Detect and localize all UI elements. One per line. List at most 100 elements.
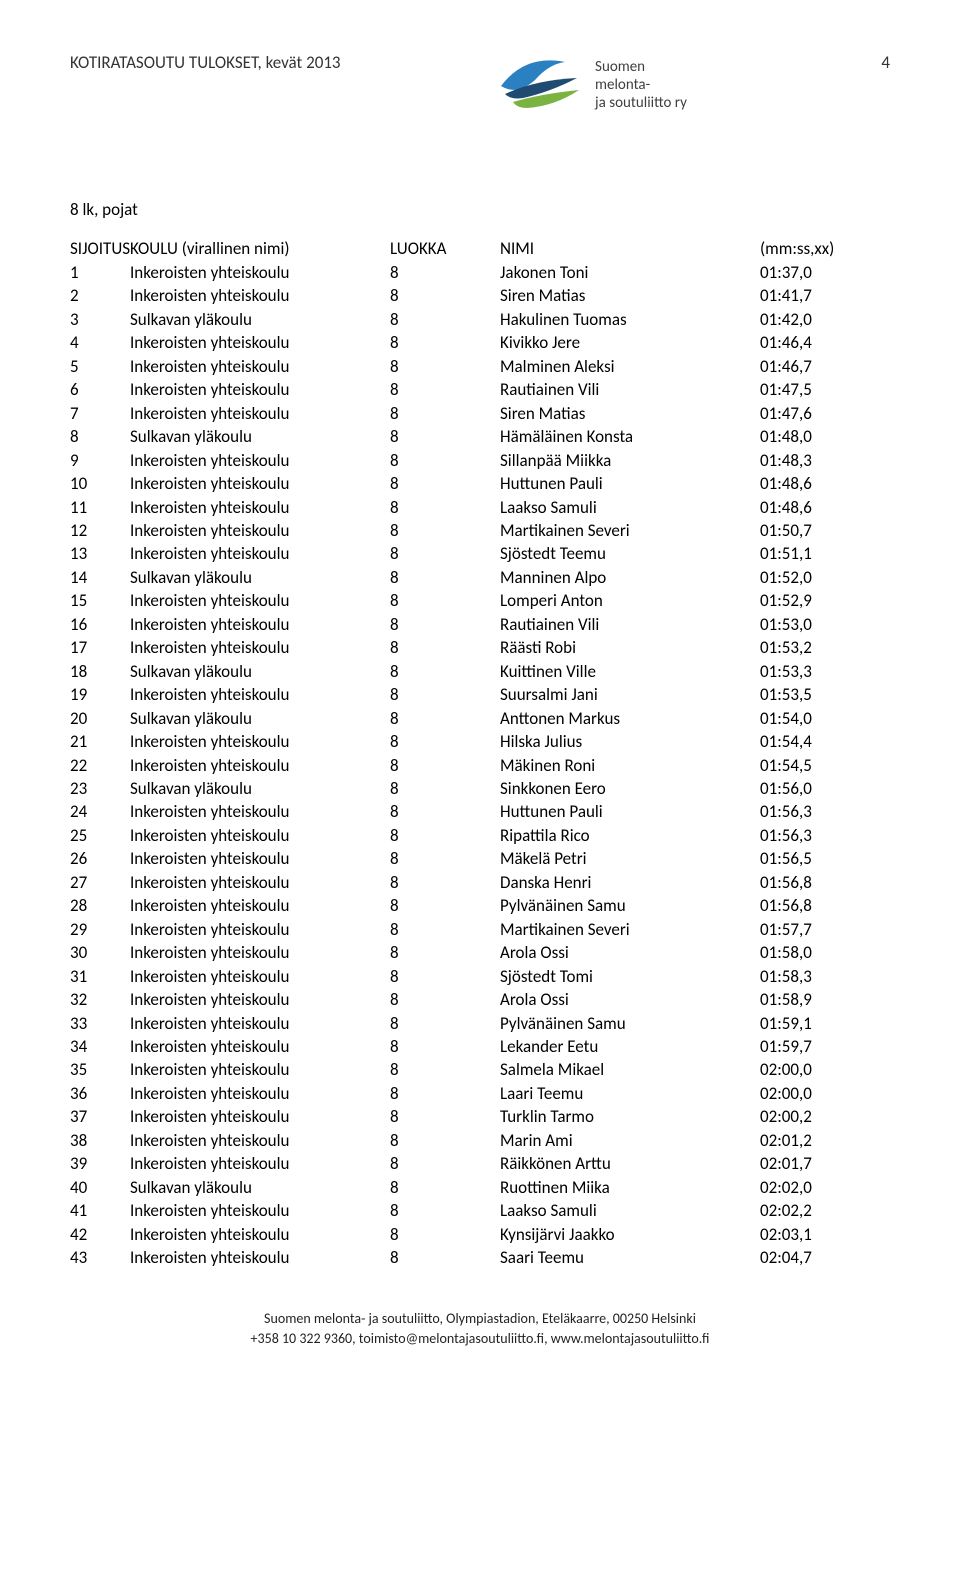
footer-line-1: Suomen melonta- ja soutuliitto, Olympias… <box>70 1309 890 1329</box>
table-row: 31Inkeroisten yhteiskoulu8Sjöstedt Tomi0… <box>70 965 890 988</box>
footer-line-2: +358 10 322 9360, toimisto@melontajasout… <box>70 1329 890 1349</box>
cell-school: Inkeroisten yhteiskoulu <box>130 1058 390 1081</box>
cell-grade: 8 <box>390 965 500 988</box>
table-row: 13Inkeroisten yhteiskoulu8Sjöstedt Teemu… <box>70 542 890 565</box>
cell-time: 01:47,6 <box>760 402 870 425</box>
cell-school: Inkeroisten yhteiskoulu <box>130 284 390 307</box>
table-row: 7Inkeroisten yhteiskoulu8Siren Matias01:… <box>70 402 890 425</box>
table-row: 15Inkeroisten yhteiskoulu8Lomperi Anton0… <box>70 589 890 612</box>
table-row: 28Inkeroisten yhteiskoulu8Pylvänäinen Sa… <box>70 894 890 917</box>
cell-grade: 8 <box>390 1129 500 1152</box>
cell-school: Inkeroisten yhteiskoulu <box>130 261 390 284</box>
cell-school: Inkeroisten yhteiskoulu <box>130 1082 390 1105</box>
col-header-grade: LUOKKA <box>390 238 500 259</box>
cell-name: Turklin Tarmo <box>500 1105 760 1128</box>
table-row: 38Inkeroisten yhteiskoulu8Marin Ami02:01… <box>70 1129 890 1152</box>
table-row: 12Inkeroisten yhteiskoulu8Martikainen Se… <box>70 519 890 542</box>
cell-school: Inkeroisten yhteiskoulu <box>130 1105 390 1128</box>
cell-rank: 4 <box>70 331 130 354</box>
cell-grade: 8 <box>390 800 500 823</box>
cell-rank: 9 <box>70 449 130 472</box>
logo-line-1: Suomen <box>595 58 687 76</box>
cell-rank: 3 <box>70 308 130 331</box>
cell-name: Rautiainen Vili <box>500 613 760 636</box>
cell-time: 02:02,2 <box>760 1199 870 1222</box>
cell-name: Huttunen Pauli <box>500 472 760 495</box>
cell-school: Sulkavan yläkoulu <box>130 1176 390 1199</box>
cell-rank: 1 <box>70 261 130 284</box>
cell-rank: 23 <box>70 777 130 800</box>
cell-rank: 2 <box>70 284 130 307</box>
cell-rank: 40 <box>70 1176 130 1199</box>
cell-rank: 32 <box>70 988 130 1011</box>
cell-time: 01:58,3 <box>760 965 870 988</box>
cell-name: Pylvänäinen Samu <box>500 894 760 917</box>
cell-time: 01:56,0 <box>760 777 870 800</box>
table-row: 26Inkeroisten yhteiskoulu8Mäkelä Petri01… <box>70 847 890 870</box>
table-row: 11Inkeroisten yhteiskoulu8Laakso Samuli0… <box>70 496 890 519</box>
table-row: 25Inkeroisten yhteiskoulu8Ripattila Rico… <box>70 824 890 847</box>
cell-grade: 8 <box>390 1035 500 1058</box>
cell-school: Inkeroisten yhteiskoulu <box>130 496 390 519</box>
cell-name: Laakso Samuli <box>500 496 760 519</box>
cell-grade: 8 <box>390 542 500 565</box>
cell-time: 01:48,6 <box>760 472 870 495</box>
cell-rank: 36 <box>70 1082 130 1105</box>
table-row: 29Inkeroisten yhteiskoulu8Martikainen Se… <box>70 918 890 941</box>
cell-grade: 8 <box>390 402 500 425</box>
cell-time: 01:56,5 <box>760 847 870 870</box>
cell-name: Manninen Alpo <box>500 566 760 589</box>
cell-time: 01:48,0 <box>760 425 870 448</box>
logo-line-2: melonta- <box>595 76 687 94</box>
cell-grade: 8 <box>390 988 500 1011</box>
cell-grade: 8 <box>390 496 500 519</box>
cell-grade: 8 <box>390 871 500 894</box>
cell-rank: 30 <box>70 941 130 964</box>
cell-school: Inkeroisten yhteiskoulu <box>130 824 390 847</box>
cell-rank: 12 <box>70 519 130 542</box>
cell-time: 01:53,5 <box>760 683 870 706</box>
cell-school: Inkeroisten yhteiskoulu <box>130 331 390 354</box>
table-header-row: SIJOITUS KOULU (virallinen nimi) LUOKKA … <box>70 238 890 259</box>
cell-grade: 8 <box>390 941 500 964</box>
cell-time: 02:02,0 <box>760 1176 870 1199</box>
cell-time: 01:56,8 <box>760 871 870 894</box>
cell-time: 02:00,2 <box>760 1105 870 1128</box>
cell-name: Hakulinen Tuomas <box>500 308 760 331</box>
table-row: 18Sulkavan yläkoulu8Kuittinen Ville01:53… <box>70 660 890 683</box>
cell-rank: 42 <box>70 1223 130 1246</box>
table-row: 6Inkeroisten yhteiskoulu8Rautiainen Vili… <box>70 378 890 401</box>
cell-time: 01:54,5 <box>760 754 870 777</box>
col-header-rank: SIJOITUS <box>70 238 130 259</box>
cell-time: 01:58,0 <box>760 941 870 964</box>
page: KOTIRATASOUTU TULOKSET, kevät 2013 Suome… <box>0 0 960 1379</box>
cell-time: 01:58,9 <box>760 988 870 1011</box>
col-header-school: KOULU (virallinen nimi) <box>130 238 390 259</box>
cell-school: Inkeroisten yhteiskoulu <box>130 378 390 401</box>
cell-grade: 8 <box>390 261 500 284</box>
cell-time: 01:59,7 <box>760 1035 870 1058</box>
col-header-name: NIMI <box>500 238 760 259</box>
cell-name: Siren Matias <box>500 284 760 307</box>
cell-school: Inkeroisten yhteiskoulu <box>130 800 390 823</box>
cell-time: 01:42,0 <box>760 308 870 331</box>
cell-grade: 8 <box>390 1058 500 1081</box>
cell-school: Inkeroisten yhteiskoulu <box>130 542 390 565</box>
cell-rank: 19 <box>70 683 130 706</box>
cell-grade: 8 <box>390 425 500 448</box>
table-row: 4Inkeroisten yhteiskoulu8Kivikko Jere01:… <box>70 331 890 354</box>
table-row: 43Inkeroisten yhteiskoulu8Saari Teemu02:… <box>70 1246 890 1269</box>
cell-rank: 21 <box>70 730 130 753</box>
cell-school: Sulkavan yläkoulu <box>130 425 390 448</box>
cell-name: Danska Henri <box>500 871 760 894</box>
cell-rank: 38 <box>70 1129 130 1152</box>
cell-time: 01:57,7 <box>760 918 870 941</box>
cell-time: 01:53,3 <box>760 660 870 683</box>
cell-grade: 8 <box>390 847 500 870</box>
table-row: 16Inkeroisten yhteiskoulu8Rautiainen Vil… <box>70 613 890 636</box>
cell-time: 02:01,7 <box>760 1152 870 1175</box>
cell-school: Inkeroisten yhteiskoulu <box>130 918 390 941</box>
cell-grade: 8 <box>390 331 500 354</box>
cell-rank: 37 <box>70 1105 130 1128</box>
cell-grade: 8 <box>390 1012 500 1035</box>
